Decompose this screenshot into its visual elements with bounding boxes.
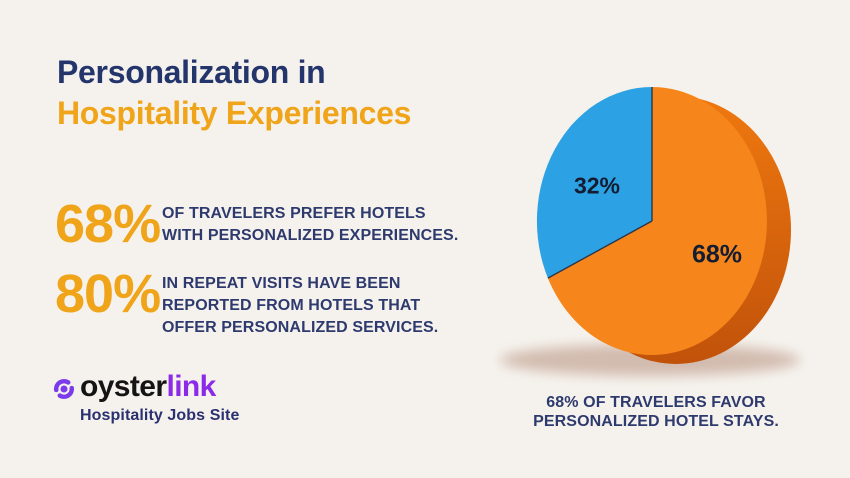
chart-caption: 68% OF TRAVELERS FAVOR PERSONALIZED HOTE… (531, 393, 781, 431)
pie-divider-lines (547, 87, 653, 279)
brand-text-block: oysterlink Hospitality Jobs Site (80, 372, 239, 425)
stat-value-68: 68% (55, 194, 161, 254)
oysterlink-mark-icon (53, 378, 75, 400)
title-line-1: Personalization in (57, 54, 326, 90)
pie-slice-32 (536, 86, 652, 279)
brand-name: oysterlink (80, 372, 239, 402)
stat-text-line: REPORTED FROM HOTELS THAT (162, 297, 421, 314)
stat-text-line: OF TRAVELERS PREFER HOTELS (162, 205, 426, 222)
pie-label-68: 68% (691, 240, 743, 269)
stat-text-line: IN REPEAT VISITS HAVE BEEN (162, 275, 401, 292)
page-title: Personalization in Hospitality Experienc… (57, 52, 411, 134)
caption-line-1: 68% OF TRAVELERS FAVOR (546, 394, 766, 411)
stat-item-68: 68% OF TRAVELERS PREFER HOTELS WITH PERS… (55, 194, 458, 254)
pie-label-32: 32% (573, 172, 621, 199)
brand-tagline: Hospitality Jobs Site (80, 407, 240, 424)
brand-logo: oysterlink Hospitality Jobs Site (50, 372, 239, 425)
caption-line-2: PERSONALIZED HOTEL STAYS. (533, 413, 779, 430)
stat-text-line: WITH PERSONALIZED EXPERIENCES. (162, 227, 459, 244)
pie-slice-68 (547, 87, 767, 355)
stat-value-80: 80% (55, 264, 161, 324)
stat-text-80: IN REPEAT VISITS HAVE BEEN REPORTED FROM… (162, 268, 438, 339)
brand-name-link: link (166, 370, 216, 403)
title-line-2: Hospitality Experiences (57, 95, 412, 131)
brand-name-oyster: oyster (80, 370, 167, 403)
stat-text-line: OFFER PERSONALIZED SERVICES. (162, 319, 439, 336)
stat-text-68: OF TRAVELERS PREFER HOTELS WITH PERSONAL… (162, 198, 458, 247)
stat-item-80: 80% IN REPEAT VISITS HAVE BEEN REPORTED … (55, 264, 438, 339)
